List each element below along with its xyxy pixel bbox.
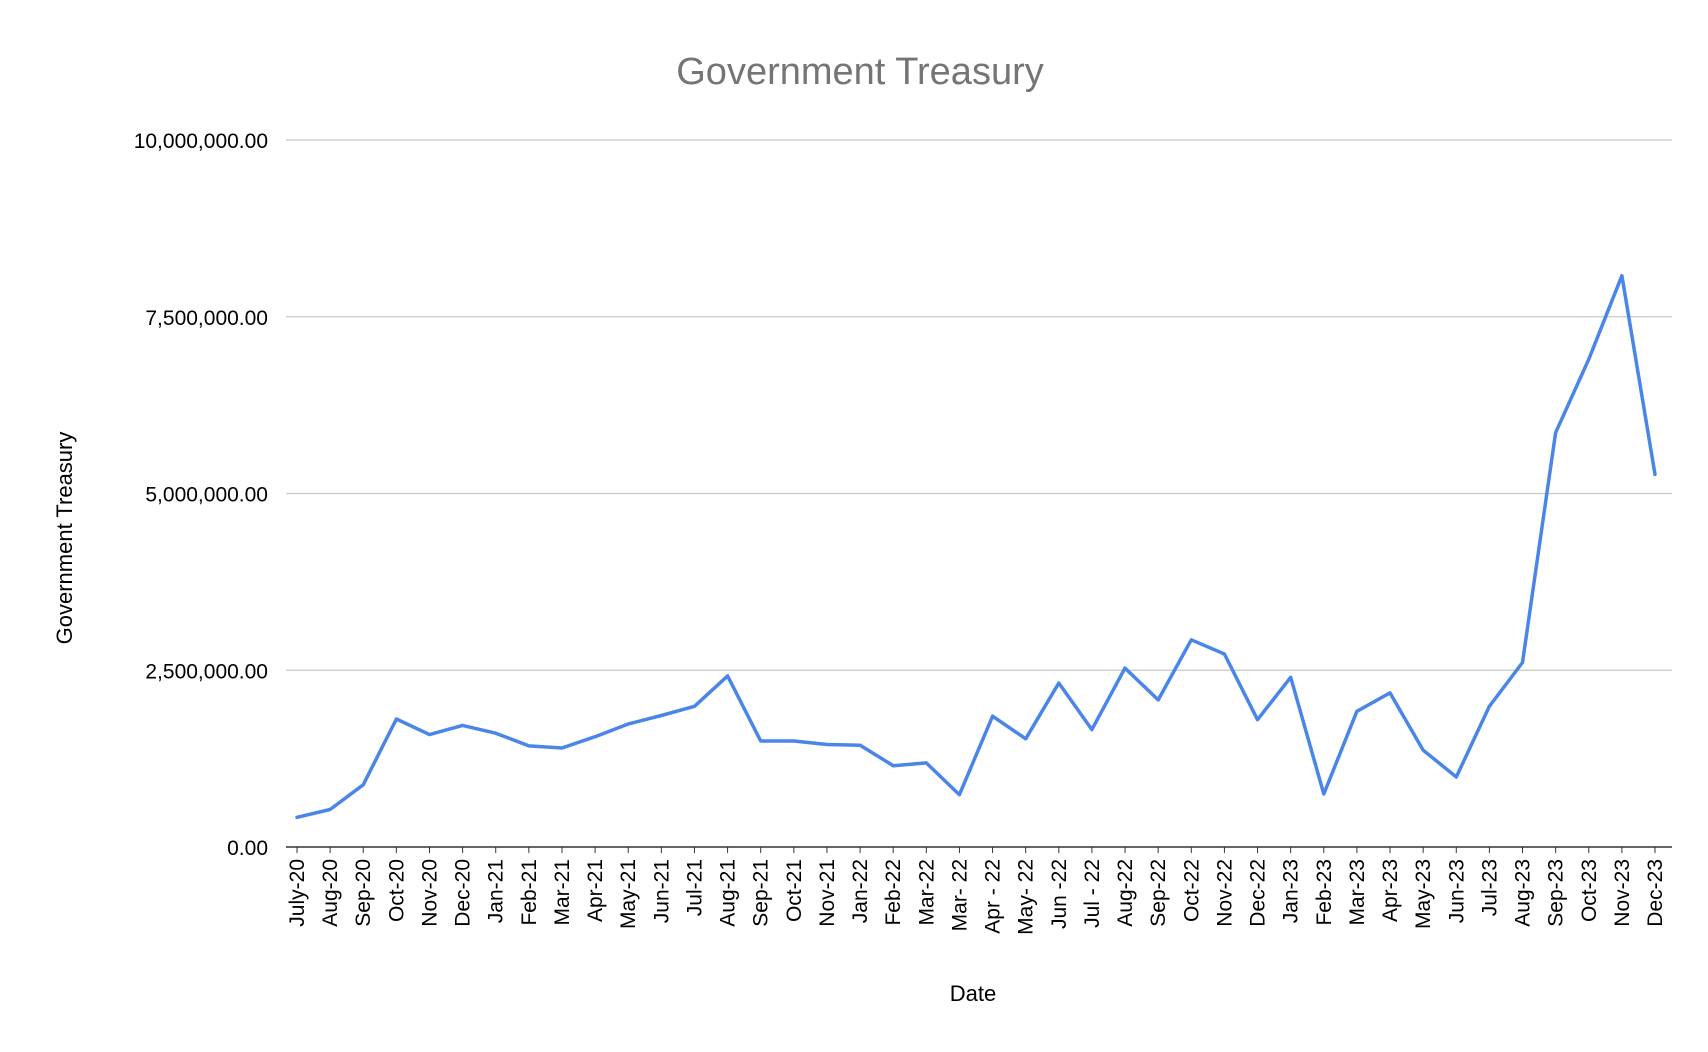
x-tick-label: Sep-22: [1147, 859, 1170, 927]
x-tick-label: Aug-21: [717, 859, 740, 927]
x-tick-label: July-20: [286, 859, 309, 927]
series-line: [295, 273, 1657, 820]
y-tick-label: 7,500,000.00: [145, 307, 268, 330]
x-tick-label: Feb-21: [518, 859, 541, 926]
chart-title: Government Treasury: [676, 51, 1043, 93]
x-tick-label: Apr - 22: [982, 859, 1005, 934]
x-tick-label: May- 22: [1015, 859, 1038, 935]
x-tick-label: Oct-21: [783, 859, 806, 922]
x-tick-label: Mar- 22: [948, 859, 971, 931]
y-axis-title: Government Treasury: [52, 432, 77, 645]
x-tick-label: Apr-21: [584, 859, 607, 922]
x-tick-label: Jul-21: [683, 859, 706, 916]
y-tick-label: 2,500,000.00: [145, 660, 268, 683]
series-layer: [295, 273, 1657, 820]
y-axis-tick-labels: 0.00 2,500,000.00 5,000,000.00 7,500,000.00…: [134, 130, 268, 860]
x-tick-label: Dec-23: [1644, 859, 1667, 927]
x-tick-label: Sep-20: [352, 859, 375, 927]
x-tick-label: Mar-23: [1346, 859, 1369, 926]
x-tick-label: Oct-23: [1578, 859, 1601, 922]
x-tick-label: Nov-20: [418, 859, 441, 927]
x-tick-label: Sep-23: [1545, 859, 1568, 927]
x-tick-label: Jun -22: [1048, 859, 1071, 929]
y-tick-label: 0.00: [227, 837, 268, 860]
x-tick-label: Aug-20: [319, 859, 342, 927]
x-tick-label: Jun-23: [1445, 859, 1468, 923]
x-tick-label: Apr-23: [1379, 859, 1402, 922]
x-tick-label: Mar-21: [551, 859, 574, 926]
x-tick-label: Feb-23: [1313, 859, 1336, 926]
x-tick-label: Jul - 22: [1081, 859, 1104, 928]
x-axis-title: Date: [950, 981, 996, 1006]
x-tick-label: Nov-23: [1611, 859, 1634, 927]
x-tick-label: Nov-21: [816, 859, 839, 927]
x-tick-label: Jan-22: [849, 859, 872, 923]
x-tick-label: Jan-21: [485, 859, 508, 923]
y-tick-label: 5,000,000.00: [145, 484, 268, 507]
x-tick-label: Oct-22: [1180, 859, 1203, 922]
x-tick-label: Oct-20: [385, 859, 408, 922]
x-tick-label: Aug-22: [1114, 859, 1137, 927]
x-tick-label: Jun-21: [650, 859, 673, 923]
x-tick-label: May-21: [617, 859, 640, 929]
x-tick-label: Jan-23: [1280, 859, 1303, 923]
x-tick-label: Dec-20: [452, 859, 475, 927]
x-tick-label: Feb-22: [882, 859, 905, 926]
x-tick-label: Nov-22: [1213, 859, 1236, 927]
x-tick-label: Aug-23: [1512, 859, 1535, 927]
x-tick-label: Jul-23: [1478, 859, 1501, 916]
x-axis-tick-labels: July-20 Aug-20 Sep-20 Oct-20 Nov-20 Dec-20 Jan…: [286, 847, 1667, 935]
x-tick-label: Mar-22: [915, 859, 938, 926]
x-tick-label: Dec-22: [1247, 859, 1270, 927]
y-tick-label: 10,000,000.00: [134, 130, 268, 153]
gridlines: [286, 139, 1672, 671]
x-tick-label: May-23: [1412, 859, 1435, 929]
x-tick-label: Sep-21: [750, 859, 773, 927]
